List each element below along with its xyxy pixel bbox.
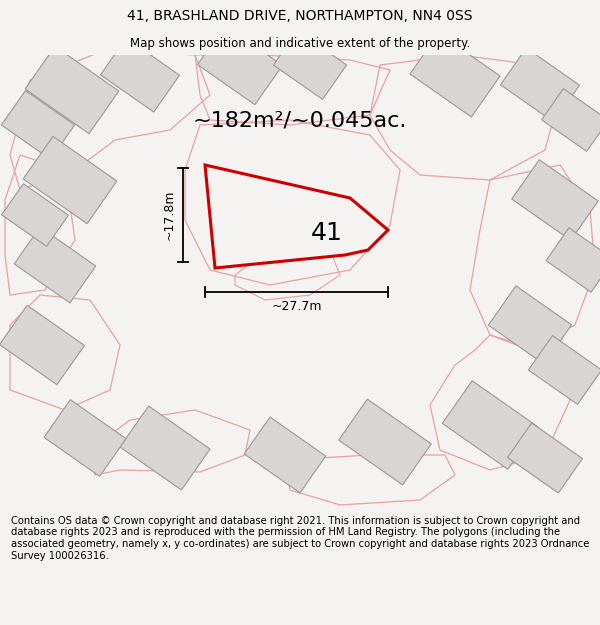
Polygon shape xyxy=(500,48,580,122)
Polygon shape xyxy=(44,399,126,476)
Text: Contains OS data © Crown copyright and database right 2021. This information is : Contains OS data © Crown copyright and d… xyxy=(11,516,589,561)
Text: ~17.8m: ~17.8m xyxy=(163,190,176,240)
Polygon shape xyxy=(488,286,572,364)
Polygon shape xyxy=(512,160,598,240)
Polygon shape xyxy=(442,381,538,469)
Polygon shape xyxy=(120,406,210,490)
Text: 41: 41 xyxy=(311,221,343,244)
Text: 41, BRASHLAND DRIVE, NORTHAMPTON, NN4 0SS: 41, BRASHLAND DRIVE, NORTHAMPTON, NN4 0S… xyxy=(127,9,473,24)
Polygon shape xyxy=(244,417,326,493)
Polygon shape xyxy=(529,336,600,404)
Text: Map shows position and indicative extent of the property.: Map shows position and indicative extent… xyxy=(130,38,470,51)
Polygon shape xyxy=(0,305,85,385)
Polygon shape xyxy=(205,165,388,268)
Text: ~182m²/~0.045ac.: ~182m²/~0.045ac. xyxy=(193,110,407,130)
Polygon shape xyxy=(14,227,96,303)
Polygon shape xyxy=(542,89,600,151)
Polygon shape xyxy=(100,38,179,112)
Polygon shape xyxy=(23,136,117,224)
Polygon shape xyxy=(339,399,431,485)
Polygon shape xyxy=(546,228,600,292)
Polygon shape xyxy=(1,91,74,159)
Polygon shape xyxy=(274,31,347,99)
Text: ~27.7m: ~27.7m xyxy=(271,299,322,312)
Polygon shape xyxy=(2,184,68,246)
Polygon shape xyxy=(508,423,583,493)
Polygon shape xyxy=(197,25,283,105)
Polygon shape xyxy=(410,33,500,117)
Polygon shape xyxy=(25,46,119,134)
